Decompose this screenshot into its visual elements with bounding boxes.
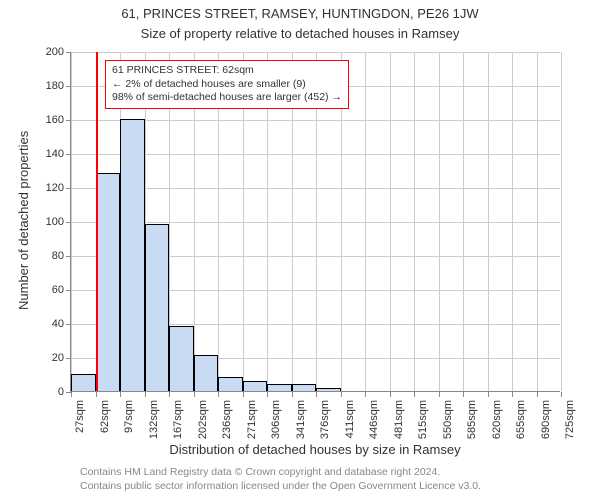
y-tick-label: 20 bbox=[36, 352, 64, 364]
gridline-v bbox=[365, 52, 366, 391]
x-tick bbox=[120, 392, 121, 397]
x-tick-label: 62sqm bbox=[99, 400, 111, 444]
histogram-bar bbox=[71, 374, 96, 391]
x-tick bbox=[463, 392, 464, 397]
x-tick-label: 655sqm bbox=[515, 400, 527, 444]
y-tick-label: 160 bbox=[36, 114, 64, 126]
y-tick-label: 120 bbox=[36, 182, 64, 194]
x-tick bbox=[194, 392, 195, 397]
histogram-bar bbox=[145, 224, 170, 391]
x-tick bbox=[267, 392, 268, 397]
x-tick bbox=[341, 392, 342, 397]
y-tick-label: 140 bbox=[36, 148, 64, 160]
x-tick bbox=[218, 392, 219, 397]
gridline-v bbox=[71, 52, 72, 391]
histogram-bar bbox=[292, 384, 317, 391]
x-tick bbox=[537, 392, 538, 397]
histogram-bar bbox=[120, 119, 145, 391]
x-tick-label: 341sqm bbox=[295, 400, 307, 444]
chart-title: 61, PRINCES STREET, RAMSEY, HUNTINGDON, … bbox=[0, 6, 600, 21]
gridline-v bbox=[512, 52, 513, 391]
x-tick-label: 411sqm bbox=[344, 400, 356, 444]
x-tick-label: 620sqm bbox=[491, 400, 503, 444]
histogram-bar bbox=[96, 173, 121, 391]
histogram-bar bbox=[267, 384, 292, 391]
footer-attribution: Contains HM Land Registry data © Crown c… bbox=[80, 466, 481, 493]
x-tick bbox=[145, 392, 146, 397]
x-tick bbox=[71, 392, 72, 397]
x-tick-label: 271sqm bbox=[246, 400, 258, 444]
x-tick bbox=[169, 392, 170, 397]
y-tick-label: 100 bbox=[36, 216, 64, 228]
x-tick-label: 481sqm bbox=[393, 400, 405, 444]
x-tick-label: 27sqm bbox=[74, 400, 86, 444]
x-tick-label: 132sqm bbox=[148, 400, 160, 444]
annotation-line: ← 2% of detached houses are smaller (9) bbox=[112, 78, 342, 92]
x-tick bbox=[512, 392, 513, 397]
histogram-bar bbox=[194, 355, 219, 391]
x-tick bbox=[488, 392, 489, 397]
y-tick-label: 40 bbox=[36, 318, 64, 330]
plot-area: 61 PRINCES STREET: 62sqm← 2% of detached… bbox=[70, 52, 560, 392]
x-tick bbox=[414, 392, 415, 397]
y-tick-label: 80 bbox=[36, 250, 64, 262]
footer-line-1: Contains HM Land Registry data © Crown c… bbox=[80, 466, 481, 480]
x-tick-label: 376sqm bbox=[319, 400, 331, 444]
y-axis-label: Number of detached properties bbox=[16, 131, 31, 310]
x-tick-label: 97sqm bbox=[123, 400, 135, 444]
footer-line-2: Contains public sector information licen… bbox=[80, 480, 481, 494]
y-tick-label: 200 bbox=[36, 46, 64, 58]
x-tick-label: 515sqm bbox=[417, 400, 429, 444]
gridline-v bbox=[390, 52, 391, 391]
x-tick bbox=[561, 392, 562, 397]
histogram-bar bbox=[218, 377, 243, 391]
x-tick-label: 725sqm bbox=[564, 400, 576, 444]
x-tick-label: 550sqm bbox=[442, 400, 454, 444]
x-tick-label: 446sqm bbox=[368, 400, 380, 444]
x-tick-label: 167sqm bbox=[172, 400, 184, 444]
gridline-v bbox=[537, 52, 538, 391]
x-tick bbox=[96, 392, 97, 397]
x-tick bbox=[316, 392, 317, 397]
x-tick bbox=[439, 392, 440, 397]
x-tick-label: 690sqm bbox=[540, 400, 552, 444]
y-tick-label: 180 bbox=[36, 80, 64, 92]
marker-line bbox=[96, 52, 98, 391]
x-tick-label: 202sqm bbox=[197, 400, 209, 444]
gridline-v bbox=[561, 52, 562, 391]
y-tick-label: 60 bbox=[36, 284, 64, 296]
gridline-v bbox=[463, 52, 464, 391]
y-tick-label: 0 bbox=[36, 386, 64, 398]
histogram-bar bbox=[316, 388, 341, 391]
gridline-v bbox=[414, 52, 415, 391]
histogram-bar bbox=[243, 381, 268, 391]
x-tick-label: 236sqm bbox=[221, 400, 233, 444]
x-tick bbox=[390, 392, 391, 397]
gridline-v bbox=[439, 52, 440, 391]
annotation-line: 98% of semi-detached houses are larger (… bbox=[112, 91, 342, 105]
x-tick bbox=[365, 392, 366, 397]
annotation-line: 61 PRINCES STREET: 62sqm bbox=[112, 64, 342, 78]
chart-subtitle: Size of property relative to detached ho… bbox=[0, 26, 600, 41]
x-axis-label: Distribution of detached houses by size … bbox=[70, 442, 560, 457]
x-tick-label: 306sqm bbox=[270, 400, 282, 444]
x-tick bbox=[292, 392, 293, 397]
gridline-v bbox=[488, 52, 489, 391]
x-tick-label: 585sqm bbox=[466, 400, 478, 444]
annotation-box: 61 PRINCES STREET: 62sqm← 2% of detached… bbox=[105, 60, 349, 109]
histogram-bar bbox=[169, 326, 194, 391]
x-tick bbox=[243, 392, 244, 397]
